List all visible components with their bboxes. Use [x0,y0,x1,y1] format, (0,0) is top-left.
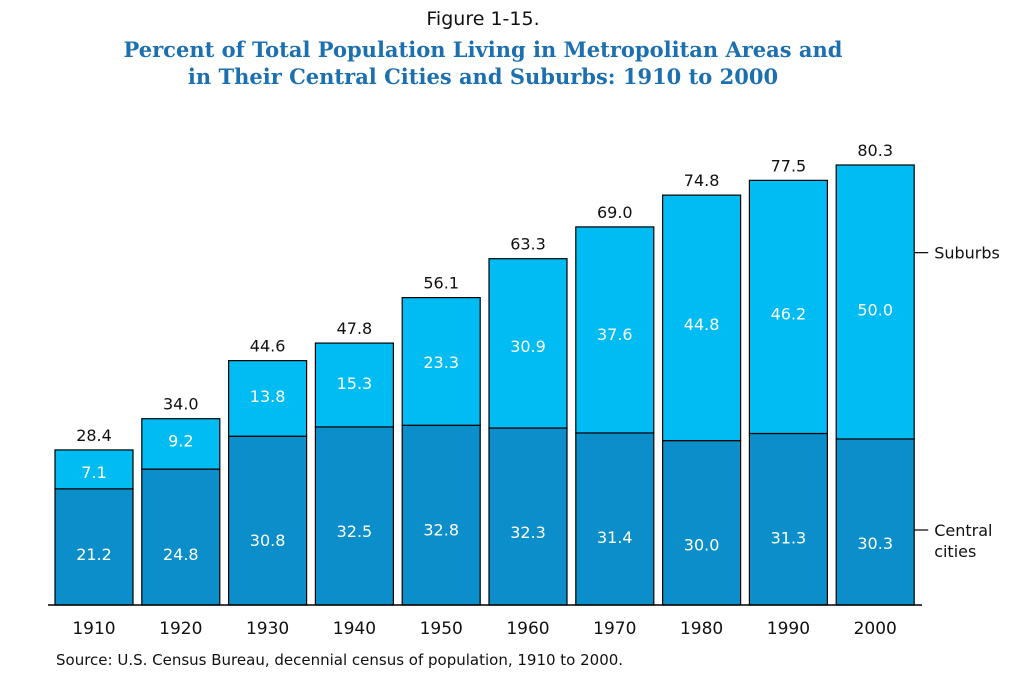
legend-central-line1: Central [934,521,992,540]
tick-label-1920: 1920 [159,619,202,639]
bar-suburbs-1940 [314,342,394,428]
tick-label-1930: 1930 [246,619,289,639]
label-central-1990: 31.3 [771,528,807,547]
bar-suburbs-1960 [488,258,568,429]
label-suburbs-2000: 50.0 [857,301,893,320]
label-total-1910: 28.4 [76,426,112,445]
label-suburbs-1950: 23.3 [423,353,459,372]
label-central-1960: 32.3 [510,523,546,542]
label-total-1950: 56.1 [423,274,459,293]
label-total-1990: 77.5 [771,156,807,175]
bar-central-1960 [488,427,568,606]
bar-suburbs-1930 [228,360,308,437]
label-suburbs-1910: 7.1 [81,463,106,482]
chart-title: Percent of Total Population Living in Me… [0,36,966,90]
label-total-1970: 69.0 [597,203,633,222]
bar-central-1930 [228,435,308,606]
bar-suburbs-1990 [748,179,829,435]
label-total-1940: 47.8 [337,319,373,338]
title-line-2: in Their Central Cities and Suburbs: 191… [187,64,779,89]
bar-central-1910 [54,488,134,606]
tick-label-1970: 1970 [593,619,636,639]
label-total-1930: 44.6 [250,337,286,356]
label-suburbs-1930: 13.8 [250,387,286,406]
tick-label-1990: 1990 [767,619,810,639]
label-total-1960: 63.3 [510,235,546,254]
label-suburbs-1940: 15.3 [337,374,373,393]
label-suburbs-1920: 9.2 [168,432,193,451]
tick-label-1910: 1910 [72,619,115,639]
label-central-1930: 30.8 [250,531,286,550]
bar-central-1920 [141,468,221,606]
tick-label-2000: 2000 [854,619,897,639]
bar-central-2000 [835,438,915,606]
bar-suburbs-1970 [575,226,655,434]
bar-suburbs-1910 [54,449,134,490]
label-central-1970: 31.4 [597,528,633,547]
label-central-1940: 32.5 [337,522,373,541]
label-central-1920: 24.8 [163,545,199,564]
bar-central-1940 [314,426,394,606]
label-suburbs-1990: 46.2 [771,305,807,324]
label-suburbs-1960: 30.9 [510,337,546,356]
bar-suburbs-1980 [661,194,742,442]
label-suburbs-1980: 44.8 [684,315,720,334]
tick-label-1980: 1980 [680,619,723,639]
bar-central-1970 [575,432,655,606]
label-central-1910: 21.2 [76,545,112,564]
bar-central-1950 [401,424,481,606]
title-line-1: Percent of Total Population Living in Me… [123,37,843,62]
label-central-1980: 30.0 [684,536,720,555]
legend-suburbs: Suburbs [934,244,1000,263]
bar-suburbs-1950 [401,297,481,426]
label-total-1980: 74.8 [684,171,720,190]
bar-central-1980 [661,440,742,606]
label-total-2000: 80.3 [857,141,893,160]
tick-label-1960: 1960 [506,619,549,639]
tick-label-1940: 1940 [333,619,376,639]
source-note: Source: U.S. Census Bureau, decennial ce… [56,651,624,669]
label-suburbs-1970: 37.6 [597,325,633,344]
bar-suburbs-2000 [835,164,915,440]
bar-suburbs-1920 [141,418,221,470]
label-central-1950: 32.8 [423,520,459,539]
label-total-1920: 34.0 [163,395,199,414]
bar-central-1990 [748,432,829,606]
tick-label-1950: 1950 [420,619,463,639]
label-central-2000: 30.3 [857,534,893,553]
legend-central-line2: cities [934,542,976,561]
figure-label: Figure 1-15. [426,8,540,30]
